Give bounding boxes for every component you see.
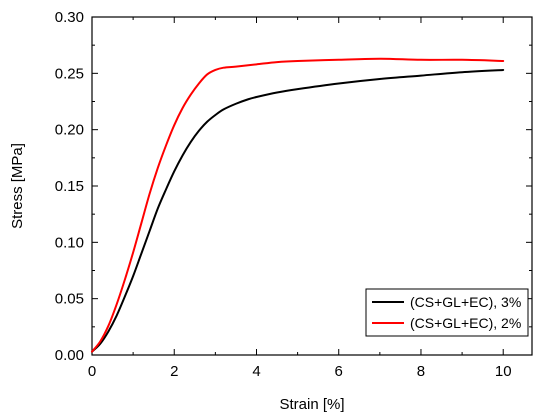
- y-tick-label: 0.10: [55, 234, 84, 251]
- series-group: [91, 57, 505, 353]
- y-tick-label: 0.05: [55, 291, 84, 308]
- axes: 0 2 4 6 8 10 0.00 0.05 0.10 0.15 0.20 0.25 0.30: [55, 9, 532, 380]
- y-tick-label: 0.30: [55, 9, 84, 26]
- x-tick-label: 10: [495, 363, 512, 380]
- legend-label: (CS+GL+EC), 3%: [410, 294, 521, 310]
- y-axis-title: Stress [MPa]: [9, 143, 26, 229]
- x-axis-title: Strain [%]: [279, 396, 344, 413]
- series-line-2: [91, 57, 505, 353]
- series-line-1: [91, 68, 505, 353]
- legend-box: [365, 288, 529, 337]
- x-tick-label: 2: [170, 363, 178, 380]
- y-tick-label: 0.00: [55, 347, 84, 364]
- y-tick-label: 0.20: [55, 122, 84, 139]
- legend: (CS+GL+EC), 3% (CS+GL+EC), 2%: [365, 288, 529, 337]
- x-tick-label: 6: [335, 363, 343, 380]
- legend-label: (CS+GL+EC), 2%: [410, 315, 521, 331]
- y-tick-label: 0.15: [55, 178, 84, 195]
- y-tick-label: 0.25: [55, 65, 84, 82]
- x-tick-label: 8: [417, 363, 425, 380]
- x-tick-label: 4: [252, 363, 260, 380]
- x-tick-label: 0: [88, 363, 96, 380]
